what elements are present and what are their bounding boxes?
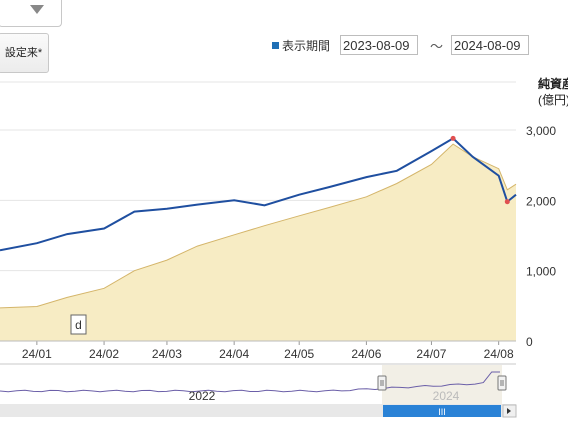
navigator: 2022 2024 III [0,363,517,418]
right-axis-title: 純資産 [538,77,568,91]
event-marker [450,135,456,141]
x-axis-tick-label: 24/08 [484,347,514,361]
navigator-scrollbar-grip: III [438,407,446,417]
price-line [0,135,517,252]
scroll-right-button[interactable] [502,404,517,418]
event-flag-box [70,314,87,335]
navigator-year-2024: 2024 [433,389,460,403]
right-axis-tick-label: 1,000 [526,265,556,279]
x-axis-tick-label: 24/01 [22,347,52,361]
x-axis-tick-label: 24/06 [351,347,381,361]
x-axis-tick-label: 24/04 [219,347,249,361]
right-axis-tick-label: 0 [526,335,533,349]
right-axis-unit: (億円) [538,93,568,107]
x-axis-tick-label: 24/02 [89,347,119,361]
area-fill [0,144,516,341]
right-axis-tick-label: 2,000 [526,194,556,208]
range-to-input[interactable] [451,35,530,55]
x-axis-tick-label: 24/05 [284,347,314,361]
range-tilde: ～ [430,38,444,54]
navigator-series-line [0,371,500,393]
right-axis-ticks: 0 1,000 2,000 3,000 [526,124,556,349]
price-series-line [0,137,517,252]
x-axis-tick-label: 24/07 [416,347,446,361]
event-marker [504,199,510,205]
right-axis-tick-label: 3,000 [526,124,556,138]
x-axis-tick-label: 24/03 [152,347,182,361]
range-from-input[interactable] [340,35,419,55]
navigator-selection [382,365,502,404]
navigator-year-2022: 2022 [189,389,216,403]
net-assets-area [0,143,517,341]
navigator-right-handle[interactable] [497,375,507,391]
legend-square-icon [272,41,279,49]
display-period-label: 表示期間 [282,38,331,53]
navigator-scrollbar-thumb[interactable] [383,405,501,417]
menu-dropdown[interactable] [0,0,62,27]
display-period-bar: 表示期間 ～ [272,33,531,57]
x-axis-ticks: 24/01 24/02 24/03 24/04 24/05 24/06 24/07 24/08 [0,340,516,361]
since-inception-button[interactable]: 設定来* [0,33,49,73]
chevron-right-icon [507,408,511,414]
navigator-left-handle[interactable] [377,375,387,391]
event-flag-label: d [75,318,82,332]
triangle-down-icon [30,5,44,14]
event-flag[interactable]: d [70,314,87,335]
